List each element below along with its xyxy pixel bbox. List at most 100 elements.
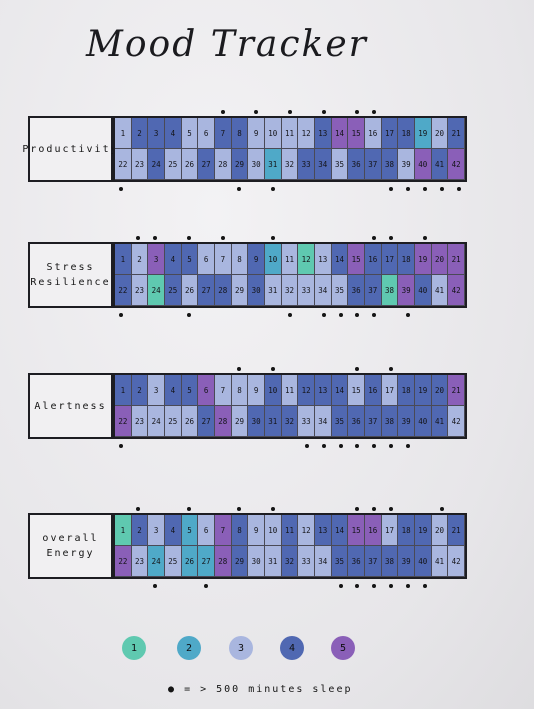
day-cell: 41 [431, 275, 449, 306]
day-cell: 9 [248, 515, 265, 546]
legend-scale-3: 3 [229, 636, 253, 660]
day-cell: 30 [248, 546, 265, 577]
day-cell: 22 [115, 546, 132, 577]
day-cell: 11 [281, 244, 299, 275]
day-grid: 1 2 3 4 5 6 7 8 9 10 11 12 13 14 15 16 17 18 19 20 21 22 23 24 2… [113, 116, 467, 182]
sleep-dot [355, 584, 360, 588]
section-label: Stress Resilience [28, 242, 113, 308]
day-cell: 1 [115, 375, 132, 406]
section-label: overall Energy [28, 513, 113, 579]
sleep-dot [422, 236, 427, 240]
day-cell: 38 [381, 275, 399, 306]
day-cell: 11 [281, 515, 299, 546]
day-cell: 15 [348, 118, 365, 149]
day-cell: 3 [148, 375, 165, 406]
sleep-dot [186, 313, 191, 317]
day-cell: 7 [214, 375, 232, 406]
day-cell: 31 [264, 546, 282, 577]
day-cell: 32 [281, 546, 299, 577]
sleep-dot [338, 444, 343, 448]
sleep-dot [186, 236, 191, 240]
day-cell: 19 [414, 118, 432, 149]
section-label: Productivity [22, 116, 117, 182]
day-cell: 27 [198, 546, 215, 577]
sleep-dot [220, 110, 225, 114]
day-cell: 26 [181, 546, 199, 577]
day-cell: 25 [164, 406, 182, 437]
day-cell: 29 [231, 546, 249, 577]
day-cell: 17 [381, 244, 399, 275]
day-cell: 29 [231, 149, 249, 180]
day-cell: 12 [298, 118, 315, 149]
day-cell: 37 [364, 149, 382, 180]
day-cell: 16 [364, 118, 382, 149]
day-cell: 35 [331, 149, 349, 180]
day-cell: 41 [431, 546, 449, 577]
day-cell: 27 [198, 149, 215, 180]
day-cell: 14 [331, 244, 349, 275]
day-cell: 28 [214, 406, 232, 437]
day-cell: 25 [164, 546, 182, 577]
day-cell: 14 [331, 118, 349, 149]
sleep-dot [254, 110, 259, 114]
sleep-dot [237, 367, 242, 371]
day-cell: 2 [131, 515, 149, 546]
day-cell: 8 [231, 244, 249, 275]
day-cell: 5 [181, 515, 199, 546]
sleep-dot [153, 584, 158, 588]
day-cell: 36 [348, 149, 365, 180]
day-cell: 38 [381, 546, 399, 577]
day-cell: 33 [298, 275, 315, 306]
day-cell: 24 [148, 149, 165, 180]
day-cell: 41 [431, 149, 449, 180]
day-cell: 10 [264, 118, 282, 149]
day-cell: 23 [131, 275, 149, 306]
day-cell: 28 [214, 149, 232, 180]
day-cell: 34 [314, 406, 332, 437]
sleep-dot [389, 507, 394, 511]
day-cell: 6 [198, 118, 215, 149]
sleep-dot [389, 367, 394, 371]
day-cell: 30 [248, 149, 265, 180]
day-cell: 31 [264, 275, 282, 306]
day-cell: 20 [431, 244, 449, 275]
day-cell: 9 [248, 118, 265, 149]
day-cell: 25 [164, 275, 182, 306]
sleep-dot [136, 507, 141, 511]
day-cell: 40 [414, 406, 432, 437]
day-cell: 24 [148, 275, 165, 306]
day-cell: 6 [198, 375, 215, 406]
sleep-dot [439, 187, 444, 191]
day-cell: 17 [381, 515, 399, 546]
day-cell: 18 [398, 118, 415, 149]
day-cell: 3 [148, 515, 165, 546]
day-cell: 13 [314, 515, 332, 546]
day-cell: 42 [448, 406, 465, 437]
day-cell: 5 [181, 375, 199, 406]
sleep-dot [372, 444, 377, 448]
sleep-dot [153, 236, 158, 240]
sleep-dot [355, 444, 360, 448]
sleep-dot [338, 584, 343, 588]
sleep-dot [389, 236, 394, 240]
day-cell: 36 [348, 406, 365, 437]
sleep-dot [271, 236, 276, 240]
day-cell: 1 [115, 244, 132, 275]
day-cell: 36 [348, 546, 365, 577]
sleep-dot [389, 584, 394, 588]
sleep-dot [422, 187, 427, 191]
day-cell: 2 [131, 244, 149, 275]
sleep-dot [422, 584, 427, 588]
day-cell: 38 [381, 406, 399, 437]
day-cell: 39 [398, 275, 415, 306]
day-cell: 39 [398, 546, 415, 577]
day-cell: 32 [281, 406, 299, 437]
day-cell: 1 [115, 515, 132, 546]
day-cell: 8 [231, 118, 249, 149]
day-cell: 6 [198, 515, 215, 546]
day-cell: 21 [448, 244, 465, 275]
sleep-dot [406, 444, 410, 448]
day-cell: 20 [431, 375, 449, 406]
day-cell: 29 [231, 275, 249, 306]
day-cell: 42 [448, 149, 465, 180]
